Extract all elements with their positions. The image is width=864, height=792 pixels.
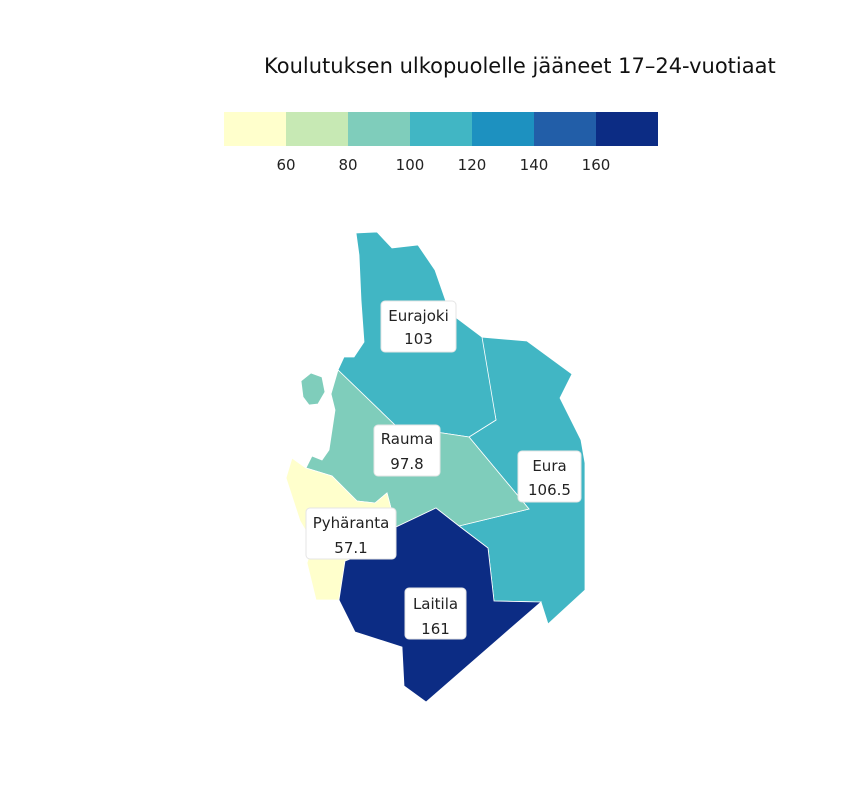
region-value: 161 xyxy=(421,620,450,638)
region-name: Laitila xyxy=(413,595,458,613)
legend-swatches xyxy=(224,112,658,146)
region-name: Eura xyxy=(532,457,566,475)
legend-tick-label: 100 xyxy=(396,156,425,174)
label-eura: Eura 106.5 xyxy=(517,450,582,503)
color-legend: 60 80 100 120 140 160 xyxy=(224,112,658,174)
label-eurajoki: Eurajoki 103 xyxy=(380,300,457,353)
region-value: 103 xyxy=(404,330,433,348)
label-laitila: Laitila 161 xyxy=(404,587,467,640)
legend-swatch xyxy=(472,112,534,146)
region-value: 97.8 xyxy=(390,455,423,473)
legend-ticks: 60 80 100 120 140 160 xyxy=(276,156,610,174)
legend-tick-label: 140 xyxy=(520,156,549,174)
legend-swatch xyxy=(534,112,596,146)
region-rauma-island[interactable] xyxy=(300,372,326,406)
legend-swatch xyxy=(596,112,658,146)
legend-tick-label: 120 xyxy=(458,156,487,174)
legend-swatch xyxy=(224,112,286,146)
legend-tick-label: 80 xyxy=(338,156,357,174)
label-pyharanta: Pyhäranta 57.1 xyxy=(305,507,397,560)
region-name: Eurajoki xyxy=(388,307,449,325)
label-rauma: Rauma 97.8 xyxy=(373,424,441,477)
legend-tick-label: 60 xyxy=(276,156,295,174)
region-name: Pyhäranta xyxy=(313,514,390,532)
legend-tick-label: 160 xyxy=(582,156,611,174)
region-name: Rauma xyxy=(381,430,434,448)
legend-swatch xyxy=(286,112,348,146)
legend-swatch xyxy=(348,112,410,146)
map-title: Koulutuksen ulkopuolelle jääneet 17–24-v… xyxy=(264,54,776,78)
legend-swatch xyxy=(410,112,472,146)
region-value: 106.5 xyxy=(528,481,571,499)
region-value: 57.1 xyxy=(334,539,367,557)
